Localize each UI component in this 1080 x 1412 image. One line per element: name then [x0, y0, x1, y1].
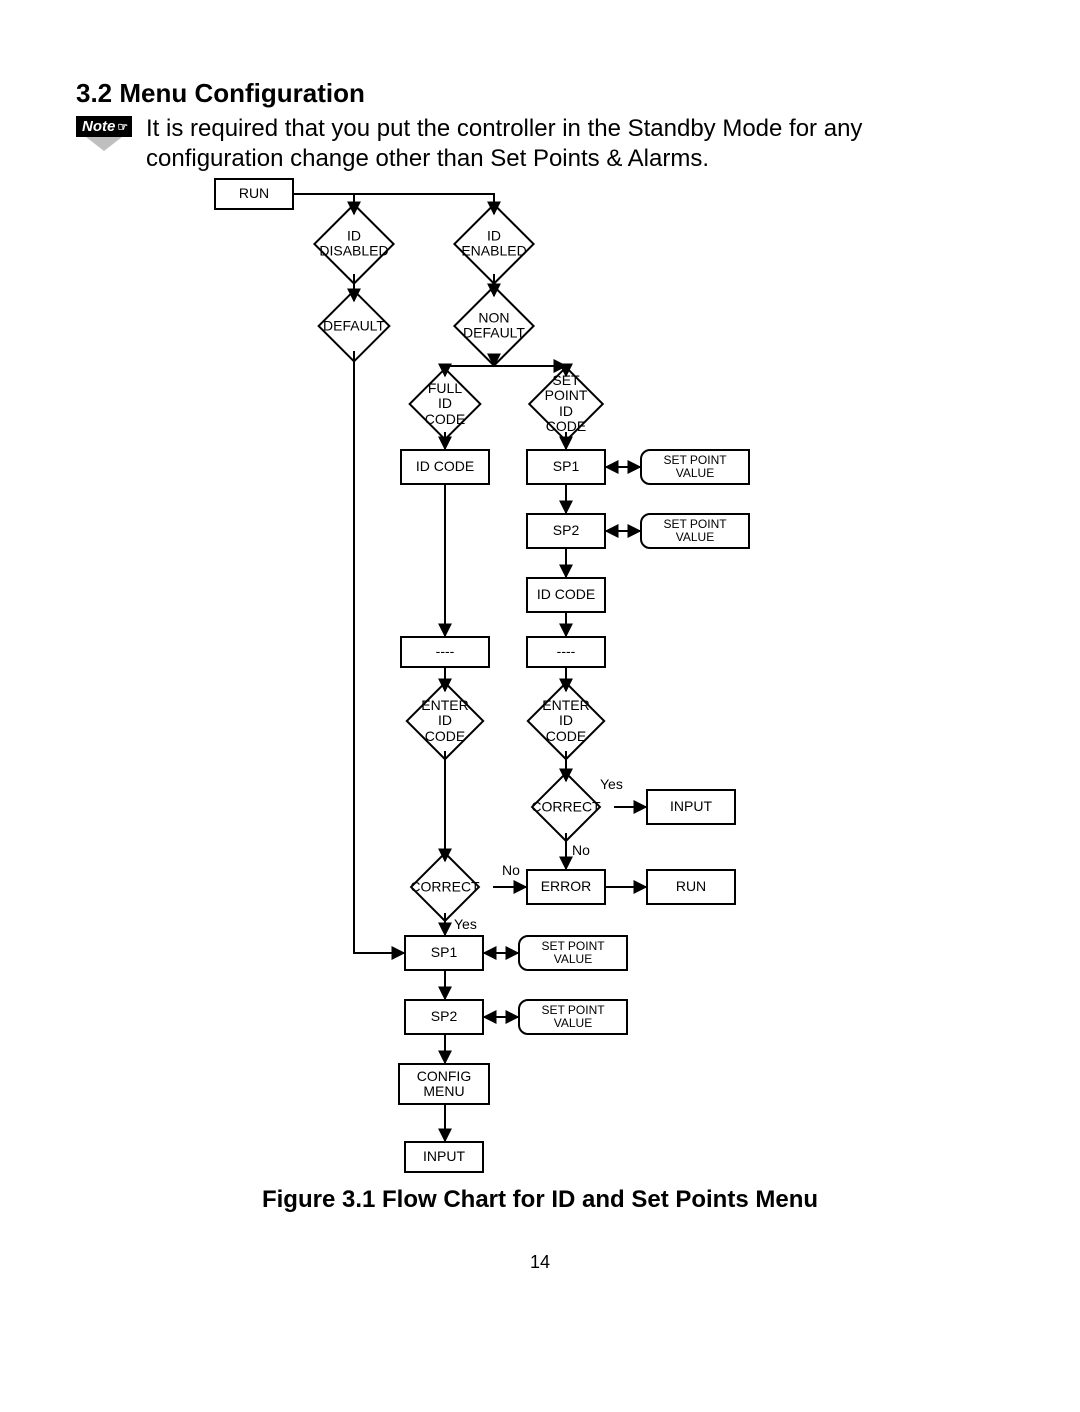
label-yes-left: Yes	[454, 916, 477, 932]
flow-idcode-left: ID CODE	[400, 449, 490, 485]
flow-sp1-right: SP1	[526, 449, 606, 485]
flow-dash-left: ----	[400, 636, 490, 668]
flow-run-right: RUN	[646, 869, 736, 905]
flow-spvalue-3: SET POINT VALUE	[518, 935, 628, 971]
body-paragraph: It is required that you put the controll…	[146, 114, 956, 174]
flow-full-id: FULL ID CODE	[400, 376, 490, 432]
page-number: 14	[0, 1252, 1080, 1273]
flow-spvalue-4: SET POINT VALUE	[518, 999, 628, 1035]
flow-input-bottom: INPUT	[404, 1141, 484, 1173]
flow-non-default: NON DEFAULT	[444, 296, 544, 356]
flow-config: CONFIG MENU	[398, 1063, 490, 1105]
note-badge: Note ☞	[76, 116, 132, 151]
flow-run: RUN	[214, 178, 294, 210]
label-no-left: No	[502, 862, 520, 878]
flow-id-enabled: ID ENABLED	[444, 214, 544, 274]
flow-sp2-right: SP2	[526, 513, 606, 549]
figure-caption: Figure 3.1 Flow Chart for ID and Set Poi…	[0, 1186, 1080, 1214]
note-label: Note	[82, 118, 115, 135]
section-heading: 3.2 Menu Configuration	[76, 78, 365, 109]
pointing-hand-icon: ☞	[117, 120, 128, 134]
flow-spvalue-2: SET POINT VALUE	[640, 513, 750, 549]
flow-spvalue-1: SET POINT VALUE	[640, 449, 750, 485]
flow-enter-left: ENTER ID CODE	[397, 691, 493, 751]
label-yes-right: Yes	[600, 776, 623, 792]
flow-correct-left: CORRECT	[397, 861, 493, 913]
flow-setpoint-id: SET POINT ID CODE	[516, 376, 616, 432]
flow-sp1-left: SP1	[404, 935, 484, 971]
flow-sp2-left: SP2	[404, 999, 484, 1035]
flow-input-right: INPUT	[646, 789, 736, 825]
flow-idcode-right: ID CODE	[526, 577, 606, 613]
flow-dash-right: ----	[526, 636, 606, 668]
flow-error: ERROR	[526, 869, 606, 905]
flow-id-disabled: ID DISABLED	[304, 214, 404, 274]
flow-default: DEFAULT	[304, 301, 404, 351]
flow-enter-right: ENTER ID CODE	[518, 691, 614, 751]
label-no-right: No	[572, 842, 590, 858]
note-badge-triangle	[86, 137, 122, 151]
